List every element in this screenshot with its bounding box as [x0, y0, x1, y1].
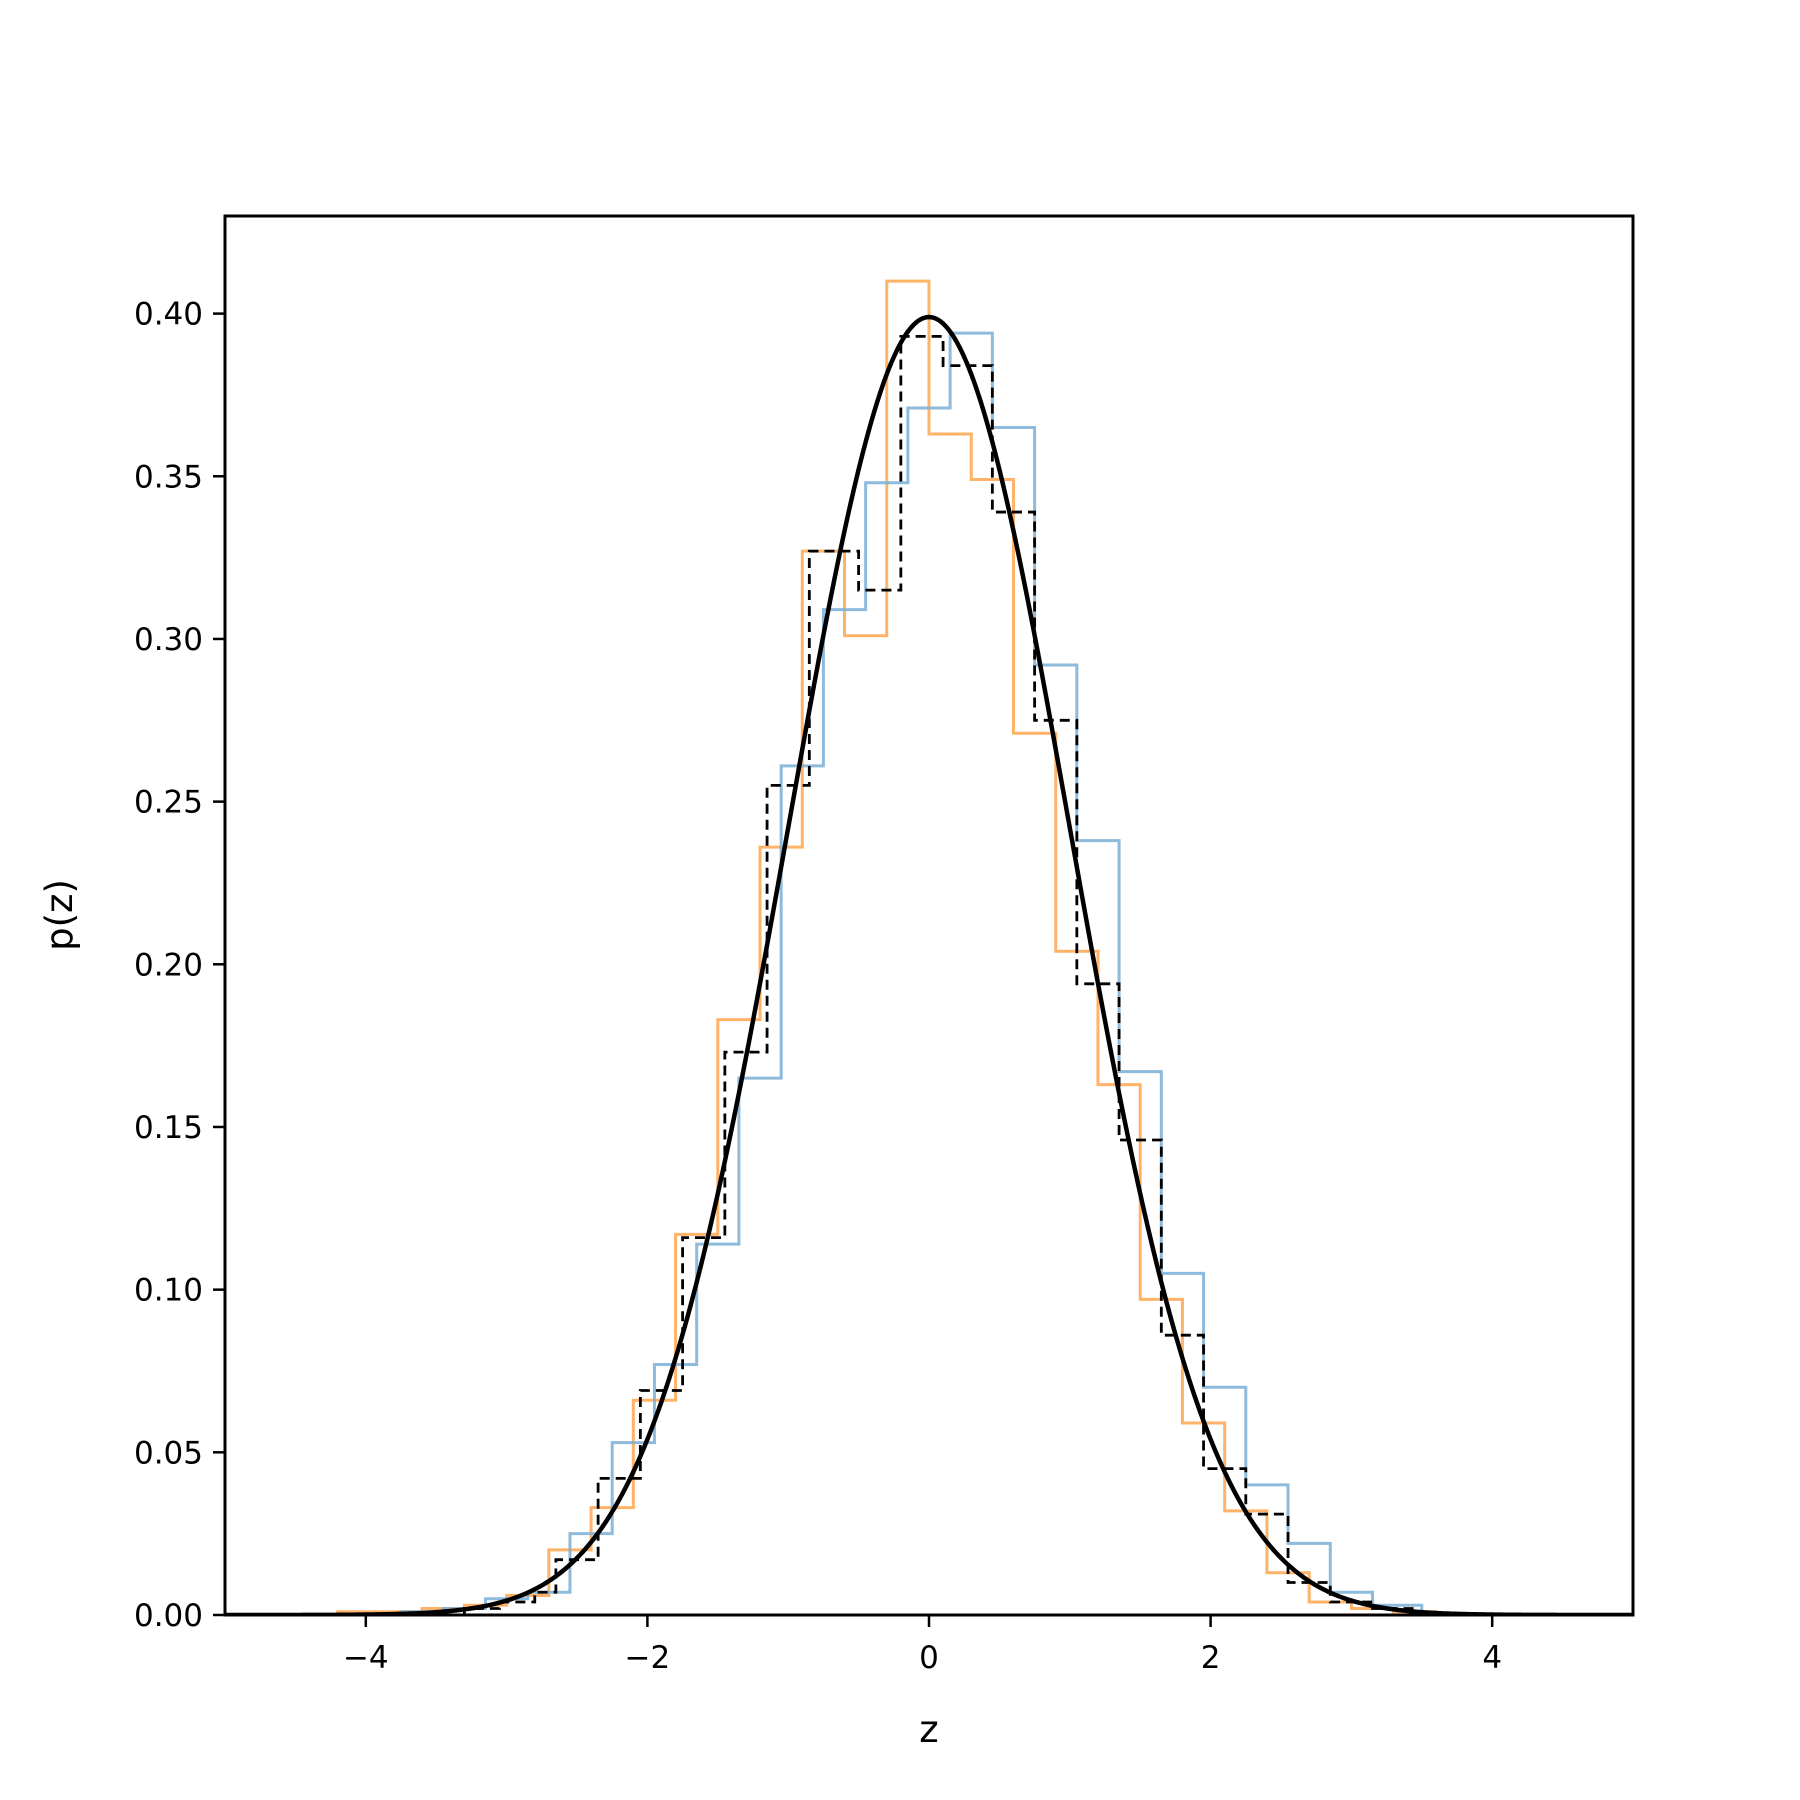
plot-area	[225, 279, 1633, 1615]
plot-frame	[223, 214, 1635, 1617]
y-tick-label: 0.10	[134, 1273, 203, 1309]
y-tick-label: 0.25	[134, 785, 203, 821]
y-tick-label: 0.35	[134, 459, 203, 495]
x-tick-label: 4	[1482, 1640, 1502, 1676]
x-tick-label: 2	[1201, 1640, 1221, 1676]
x-tick-label: −2	[625, 1640, 671, 1676]
histogram-step-series-3	[462, 334, 1417, 1615]
y-tick-label: 0.15	[134, 1110, 203, 1146]
y-tick-label: 0.30	[134, 622, 203, 658]
x-tick-label: 0	[919, 1640, 939, 1676]
y-axis-ticks: 0.00 0.05 0.10 0.15 0.20 0.25 0.30 0.35 0.40	[134, 297, 225, 1634]
y-axis-label: p(z)	[38, 879, 81, 951]
x-axis-ticks: −4 −2 0 2 4	[343, 1615, 1502, 1676]
x-axis-label: z	[919, 1708, 938, 1751]
y-tick-label: 0.05	[134, 1435, 203, 1471]
y-tick-label: 0.20	[134, 947, 203, 983]
x-tick-label: −4	[343, 1640, 389, 1676]
y-tick-label: 0.00	[134, 1598, 203, 1634]
series-layer	[225, 279, 1633, 1615]
y-tick-label: 0.40	[134, 297, 203, 333]
normal-pdf-curve	[225, 314, 1633, 1615]
